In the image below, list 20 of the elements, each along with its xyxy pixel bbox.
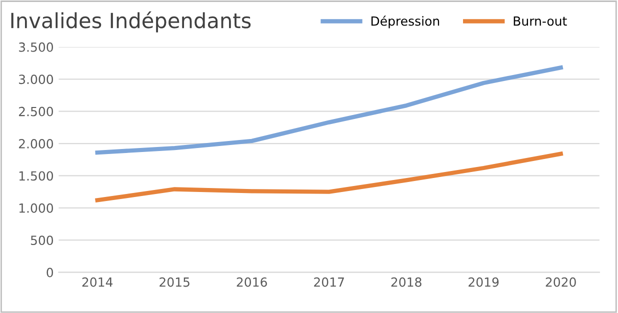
x-tick-label: 2016 [236, 277, 267, 287]
x-tick-label: 2017 [314, 277, 344, 287]
y-tick-label: 0 [46, 268, 54, 278]
x-tick-label: 2015 [160, 277, 190, 287]
y-tick-label: 2.500 [18, 106, 54, 116]
x-tick-label: 2019 [468, 277, 499, 287]
line-series [95, 65, 563, 155]
x-tick-label: 2018 [391, 277, 422, 287]
line-series [95, 152, 563, 202]
x-tick-label: 2014 [82, 277, 113, 287]
y-tick-label: 500 [30, 236, 54, 246]
y-tick-label: 2.000 [18, 139, 54, 148]
x-tick-label: 2020 [546, 277, 576, 287]
y-tick-label: 1.000 [19, 203, 54, 213]
y-tick-label: 1.500 [19, 171, 54, 181]
y-tick-label: 3.000 [19, 74, 54, 84]
legend-label: Dépression [371, 16, 440, 28]
y-tick-label: 3.500 [19, 42, 54, 52]
legend-label: Burn-out [514, 16, 567, 26]
chart-title: Invalides Indépendants [11, 11, 251, 32]
